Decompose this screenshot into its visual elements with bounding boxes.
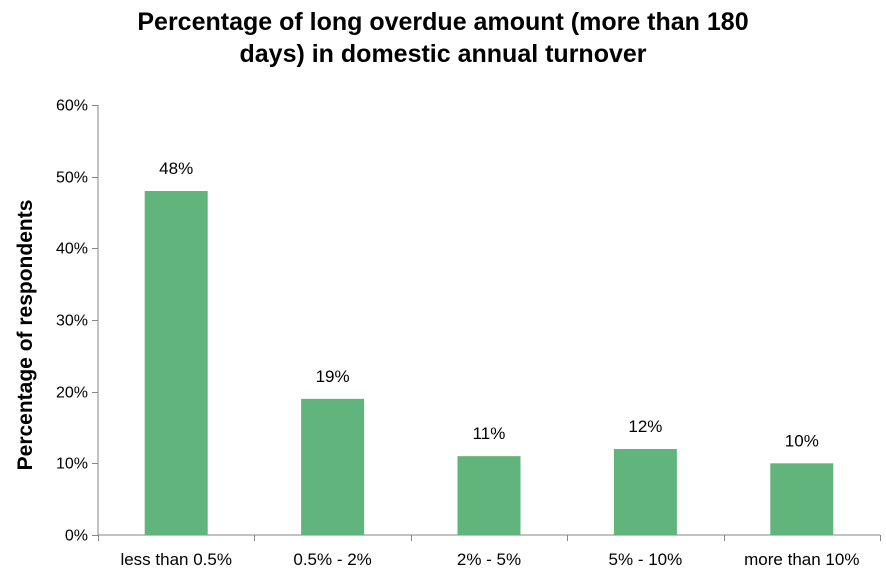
y-tick-label: 30% xyxy=(56,313,88,330)
y-tick-label: 0% xyxy=(65,528,88,545)
bar xyxy=(770,463,834,535)
y-tick-label: 40% xyxy=(56,241,88,258)
x-category-label: less than 0.5% xyxy=(120,550,232,569)
y-axis-title: Percentage of respondents xyxy=(14,200,37,471)
y-tick-label: 60% xyxy=(56,98,88,115)
bars xyxy=(144,191,834,535)
y-tick-label: 50% xyxy=(56,170,88,187)
y-tick-label: 10% xyxy=(56,456,88,473)
data-label: 11% xyxy=(473,424,506,443)
labels: 0% 10% 20% 30% 40% 50% 60% 48% less than 0.5% 19%… xyxy=(56,98,859,570)
x-category-label: 0.5% - 2% xyxy=(293,550,371,569)
data-label: 12% xyxy=(628,417,662,436)
bar xyxy=(301,398,365,535)
chart-title-line-2: days) in domestic annual turnover xyxy=(239,40,647,68)
x-category-label: 2% - 5% xyxy=(457,550,521,569)
data-label: 48% xyxy=(159,159,193,178)
chart-title-line-1: Percentage of long overdue amount (more … xyxy=(137,8,749,36)
x-category-label: more than 10% xyxy=(744,550,859,569)
bar xyxy=(613,449,677,535)
bar xyxy=(144,191,208,535)
data-label: 10% xyxy=(785,431,819,450)
bar xyxy=(457,456,521,535)
y-tick-label: 20% xyxy=(56,385,88,402)
chart-title: Percentage of long overdue amount (more … xyxy=(60,6,826,70)
data-label: 19% xyxy=(316,367,350,386)
x-category-label: 5% - 10% xyxy=(609,550,683,569)
